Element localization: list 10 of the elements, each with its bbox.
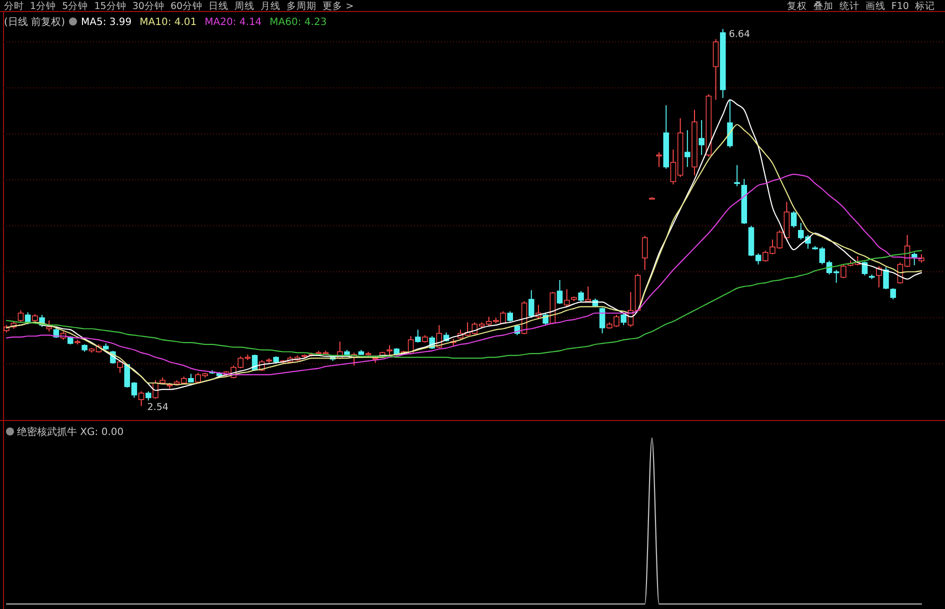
text: MA5: 3.99 — [80, 17, 132, 28]
text: MA10: 4.01 — [140, 17, 197, 28]
text: 复权 叠加 统计 画线 F10 标记 — [787, 0, 935, 12]
text: MA20: 4.14 — [204, 17, 262, 28]
annotation: 2.54 — [147, 402, 168, 413]
text: MA60: 4.23 — [270, 17, 327, 28]
chart-title: (日线 前复权) — [4, 16, 66, 28]
text: 分时 1分钟 5分钟 15分钟 30分钟 60分钟 日线 周线 月线 多周期 更多 > — [4, 0, 354, 12]
chart-title: 绝密核武抓牛 XG: 0.00 — [17, 426, 124, 438]
annotation: 6.64 — [728, 29, 750, 40]
